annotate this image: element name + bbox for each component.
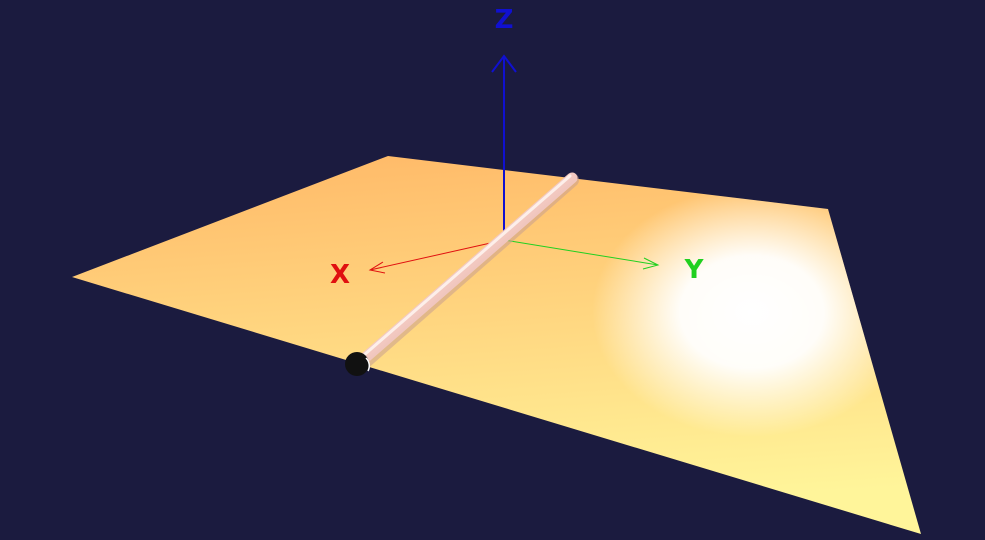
y-axis-label: Y [684,255,705,285]
y-axis [503,239,660,270]
x-axis-line [369,239,505,271]
x-axis [368,239,505,274]
y-axis-arrowhead [642,257,660,270]
plane-light-spot [592,187,912,437]
z-axis-arrowhead [491,54,517,73]
y-axis-line [503,239,659,266]
z-axis-label: Z [495,5,514,35]
cylinder-rod[interactable] [345,172,579,376]
rod-highlight [354,174,572,364]
rod-end-cap [345,352,369,376]
x-axis-label: X [330,260,350,290]
rod-end-cap-highlight [365,357,371,372]
z-axis [491,54,517,240]
x-axis-arrowhead [368,261,386,274]
rod-body [352,172,578,370]
